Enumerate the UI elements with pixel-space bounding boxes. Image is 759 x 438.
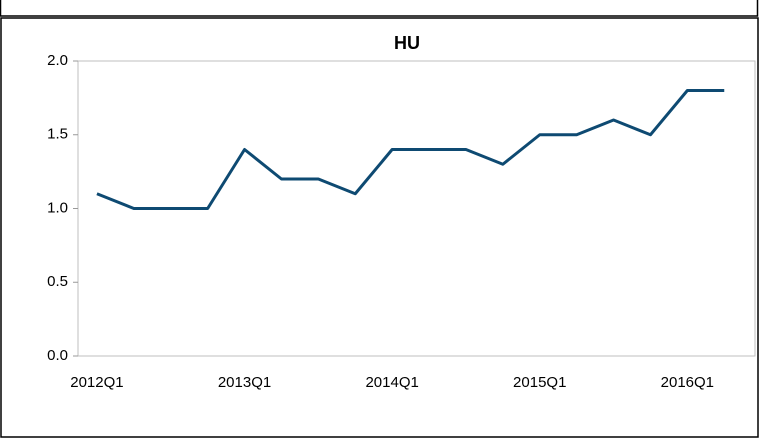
x-tick-label: 2014Q1 — [365, 374, 418, 391]
x-tick-label: 2016Q1 — [661, 374, 714, 391]
x-tick-label: 2012Q1 — [70, 374, 123, 391]
x-tick-label: 2013Q1 — [218, 374, 271, 391]
x-tick-label: 2015Q1 — [513, 374, 566, 391]
y-tick-label: 0.5 — [47, 273, 68, 290]
top-frame — [0, 0, 759, 17]
y-tick-label: 1.0 — [47, 199, 68, 216]
chart-frame — [0, 17, 759, 438]
chart-title: HU — [394, 33, 420, 53]
line-series — [96, 89, 725, 210]
y-tick-label: 1.5 — [47, 126, 68, 143]
y-tick-label: 0.0 — [47, 347, 68, 364]
y-tick-label: 2.0 — [47, 52, 68, 69]
